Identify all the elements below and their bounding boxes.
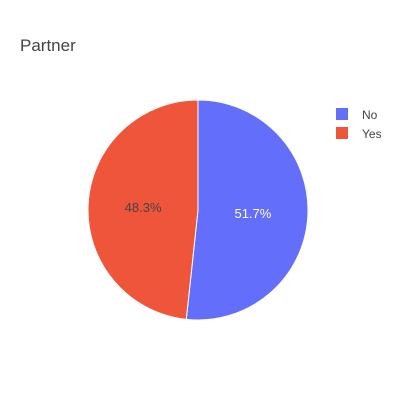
pie-slices [87, 99, 309, 321]
chart-title: Partner [20, 36, 76, 55]
legend-label-yes: Yes [362, 127, 382, 141]
legend-swatch-yes [336, 127, 348, 139]
pie-slice-label-yes: 48.3% [125, 200, 162, 215]
legend-swatch-no [336, 108, 348, 120]
pie-slice-no[interactable] [185, 99, 309, 321]
legend: No Yes [336, 108, 382, 141]
legend-item-yes[interactable]: Yes [336, 127, 382, 141]
pie-slice-label-no: 51.7% [234, 206, 271, 221]
pie-slice-labels: 51.7% 48.3% [125, 200, 272, 221]
legend-item-no[interactable]: No [336, 108, 378, 122]
legend-label-no: No [362, 108, 378, 122]
pie-slice-yes[interactable] [87, 99, 199, 320]
